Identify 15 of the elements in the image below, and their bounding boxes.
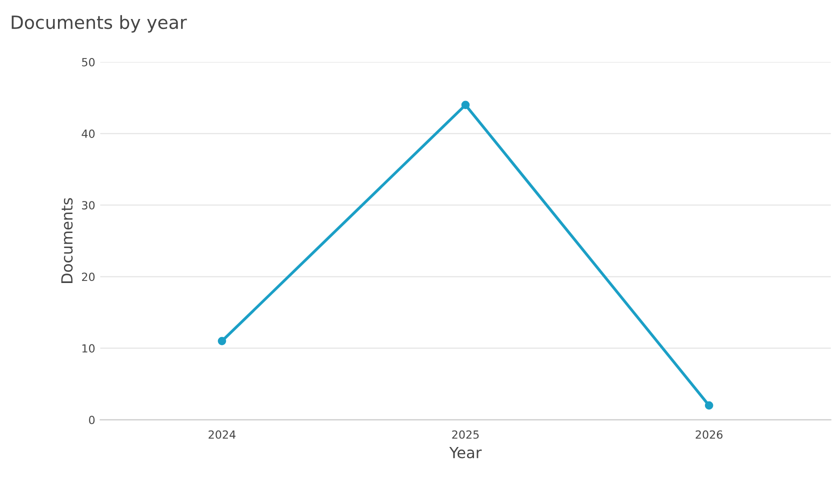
y-tick-label: 10 (82, 344, 95, 353)
x-axis-title: Year (449, 446, 482, 458)
point (704, 401, 714, 410)
x-tick-label: 2026 (696, 430, 722, 439)
y-axis-title: Documents (61, 198, 73, 283)
y-tick-label: 40 (82, 130, 95, 138)
y-tick-label: 20 (82, 272, 95, 282)
x-tick-label: 2025 (452, 430, 479, 439)
y-tick-label: 50 (82, 58, 95, 66)
x-tick-label: 2024 (208, 430, 236, 439)
y-tick-label: 30 (82, 201, 95, 210)
chart-title: Documents by year (12, 15, 187, 33)
y-tick-label: 0 (89, 416, 95, 424)
point (461, 100, 470, 110)
point (218, 336, 226, 346)
